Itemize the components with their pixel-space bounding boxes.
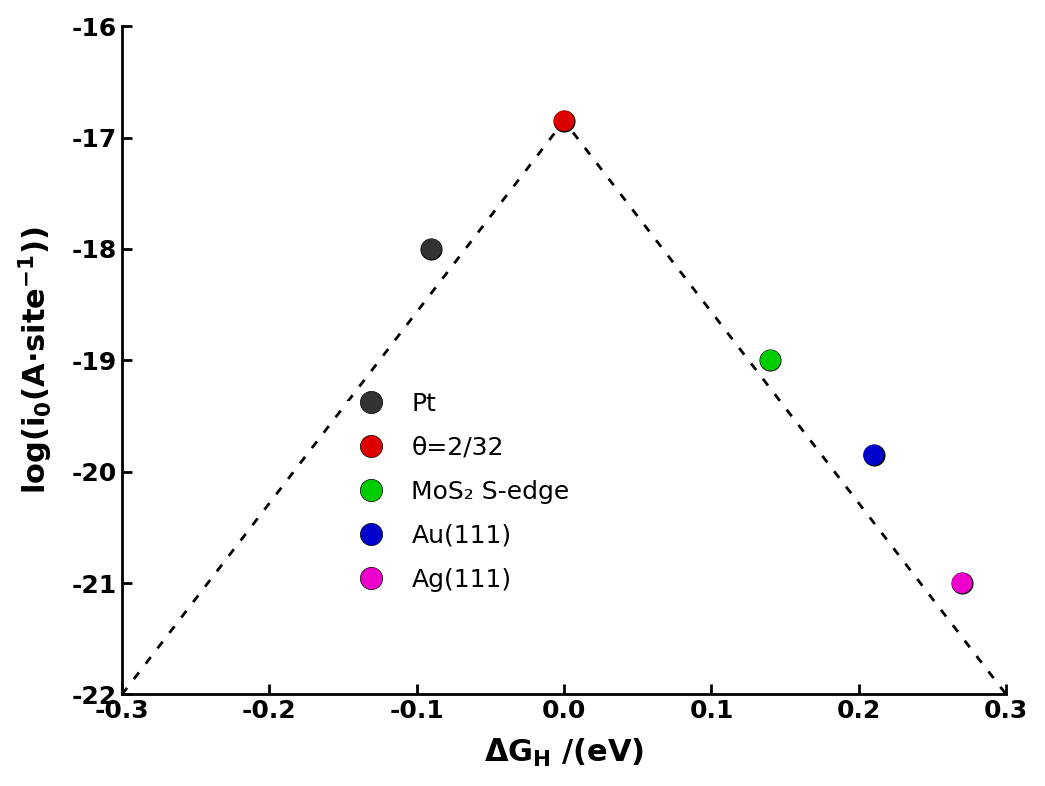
Point: [954, 577, 971, 590]
Point: [865, 449, 882, 461]
Point: [547, 97, 563, 110]
Point: [556, 115, 573, 127]
Point: [414, 226, 431, 238]
Point: [865, 449, 882, 461]
Legend: Pt, θ=2/32, MoS₂ S-edge, Au(111), Ag(111): Pt, θ=2/32, MoS₂ S-edge, Au(111), Ag(111…: [336, 382, 580, 602]
Point: [423, 243, 440, 255]
X-axis label: $\mathbf{\Delta G_H}$$\mathbf{\ /(eV)}$: $\mathbf{\Delta G_H}$$\mathbf{\ /(eV)}$: [484, 737, 644, 769]
Point: [762, 354, 779, 366]
Point: [954, 577, 971, 590]
Point: [423, 243, 440, 255]
Point: [856, 432, 873, 445]
Y-axis label: $\mathbf{log(i_0(A{\cdot}site^{-1}))}$: $\mathbf{log(i_0(A{\cdot}site^{-1}))}$: [17, 226, 55, 494]
Point: [762, 354, 779, 366]
Point: [753, 337, 770, 350]
Point: [556, 115, 573, 127]
Point: [945, 560, 961, 573]
